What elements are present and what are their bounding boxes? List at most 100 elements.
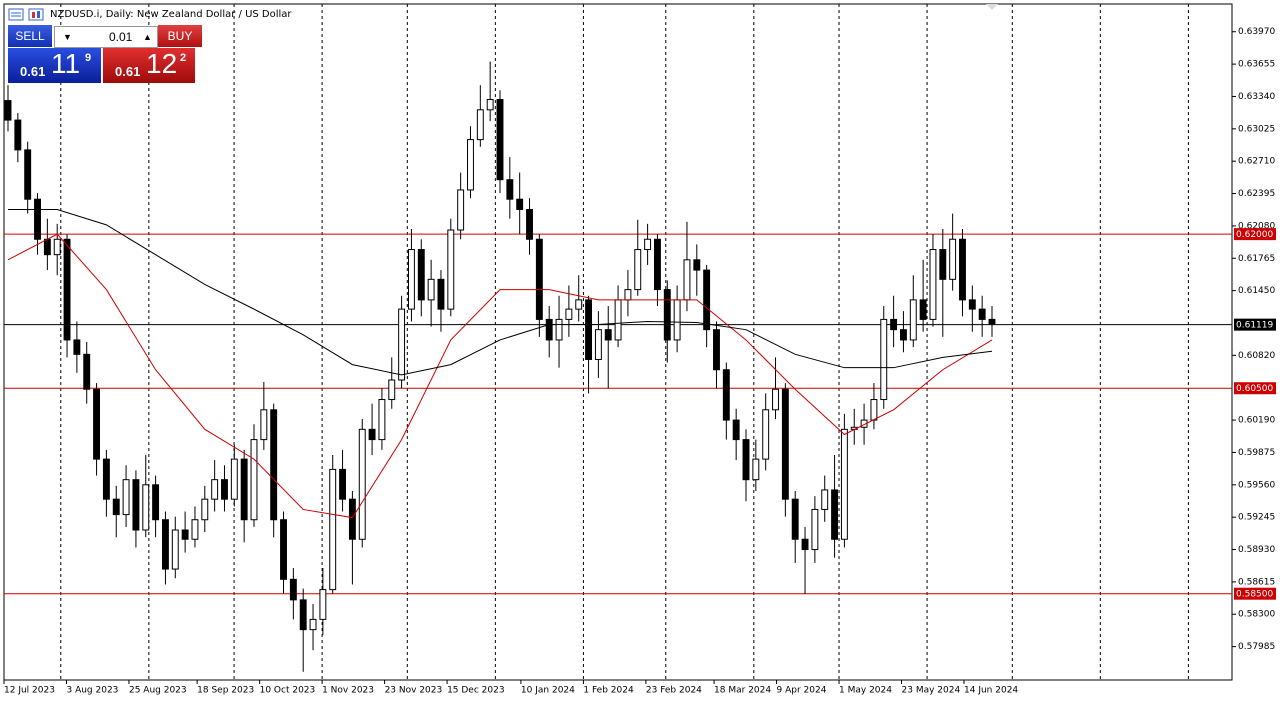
price-big: 12	[146, 48, 178, 79]
candle-body	[24, 149, 32, 200]
y-tick-label: 0.61765	[1238, 254, 1275, 264]
lot-input[interactable]: ▼ 0.01 ▲	[54, 26, 158, 48]
candle-body	[319, 589, 327, 620]
price-sup: 9	[85, 52, 92, 64]
candle-body	[683, 259, 691, 301]
candle-body	[624, 289, 632, 301]
candle-body	[417, 249, 425, 301]
candle-body	[988, 318, 996, 326]
symbol-title: NZDUSD.i, Daily: New Zealand Dollar / US…	[50, 9, 292, 20]
candle-body	[634, 249, 642, 291]
candle-body	[526, 208, 533, 240]
candle-body	[309, 618, 317, 631]
y-tick-label: 0.59245	[1238, 513, 1275, 523]
candle-body	[555, 318, 563, 341]
candle-body	[516, 198, 524, 210]
candle-body	[663, 289, 671, 341]
level-label-box	[1234, 587, 1276, 600]
y-tick-label: 0.62710	[1238, 157, 1275, 167]
lot-increase[interactable]: ▲	[143, 32, 152, 42]
price-big: 11	[51, 48, 81, 79]
candle-body	[575, 299, 583, 310]
sell-button[interactable]: SELL	[8, 25, 52, 47]
candle-body	[506, 179, 514, 200]
candle-body	[703, 269, 711, 331]
candle-body	[112, 498, 120, 516]
x-tick-label: 1 Nov 2023	[322, 686, 374, 696]
lot-value: 0.01	[109, 30, 133, 44]
y-tick-label: 0.63970	[1238, 27, 1275, 37]
level-label-box	[1234, 318, 1276, 331]
candle-body	[132, 479, 140, 531]
moving-average	[7, 233, 993, 519]
candle-body	[368, 428, 376, 441]
candle-body	[457, 189, 465, 231]
candle-body	[968, 299, 976, 310]
x-tick-label: 23 Feb 2024	[646, 686, 702, 696]
title-icons	[8, 8, 44, 21]
candle-body	[840, 428, 848, 540]
candle-body	[821, 489, 829, 510]
candle-body	[280, 519, 287, 580]
moving-average	[8, 208, 993, 376]
candle-body	[221, 479, 228, 500]
y-tick-label: 0.59875	[1238, 448, 1275, 458]
candle-body	[181, 529, 189, 540]
candle-body	[43, 238, 51, 256]
candle-body	[201, 498, 209, 521]
sell-price[interactable]: 0.61 11 9	[8, 48, 101, 83]
candle-body	[644, 238, 652, 251]
buy-price[interactable]: 0.61 12 2	[103, 48, 195, 83]
buy-button[interactable]: BUY	[158, 25, 202, 47]
level-label: 0.62000	[1236, 230, 1273, 240]
candle-body	[476, 109, 484, 141]
candle-body	[939, 249, 947, 280]
candle-body	[742, 439, 750, 481]
icon	[8, 8, 24, 21]
candle-body	[929, 249, 937, 320]
candle-body	[161, 519, 169, 570]
candle-body	[93, 388, 101, 460]
candle-body	[152, 484, 160, 521]
candle-body	[73, 339, 81, 355]
x-tick-label: 23 Nov 2023	[385, 686, 443, 696]
one-click-trading: SELL ▼ 0.01 ▲ BUY 0.61 11 9 0.61 12 2	[8, 25, 202, 83]
level-label-box	[1234, 228, 1276, 241]
y-tick-label: 0.60820	[1238, 351, 1275, 361]
y-tick-label: 0.60190	[1238, 416, 1275, 426]
candle-body	[693, 259, 701, 271]
candle-body	[358, 428, 366, 540]
price-sup: 2	[180, 52, 187, 64]
candle-body	[978, 308, 986, 320]
candle-body	[565, 308, 573, 320]
candle-body	[102, 458, 110, 500]
candle-body	[289, 578, 297, 601]
price-prefix: 0.61	[20, 64, 46, 79]
candle-body	[722, 369, 730, 421]
x-tick-label: 1 May 2024	[839, 686, 892, 696]
y-tick-label: 0.63025	[1238, 124, 1275, 134]
candle-body	[339, 468, 347, 500]
candle-body	[713, 329, 720, 371]
level-label: 0.60500	[1236, 384, 1273, 394]
icon	[32, 12, 35, 18]
candle-body	[890, 318, 898, 331]
x-tick-label: 10 Jan 2024	[521, 686, 575, 696]
x-tick-label: 23 May 2024	[902, 686, 961, 696]
y-tick-label: 0.62395	[1238, 189, 1275, 199]
candle-body	[142, 484, 150, 531]
candle-body	[762, 409, 770, 460]
candle-body	[211, 479, 219, 500]
candle-body	[496, 99, 504, 181]
lot-decrease[interactable]: ▼	[63, 32, 72, 42]
candle-body	[388, 379, 396, 401]
icon	[37, 11, 40, 18]
y-tick-label: 0.63655	[1238, 60, 1275, 70]
y-tick-label: 0.59560	[1238, 480, 1275, 490]
y-tick-label: 0.58930	[1238, 545, 1275, 555]
candle-body	[909, 299, 917, 341]
x-tick-label: 15 Dec 2023	[447, 686, 505, 696]
candle-body	[959, 238, 966, 301]
candle-body	[585, 299, 593, 360]
